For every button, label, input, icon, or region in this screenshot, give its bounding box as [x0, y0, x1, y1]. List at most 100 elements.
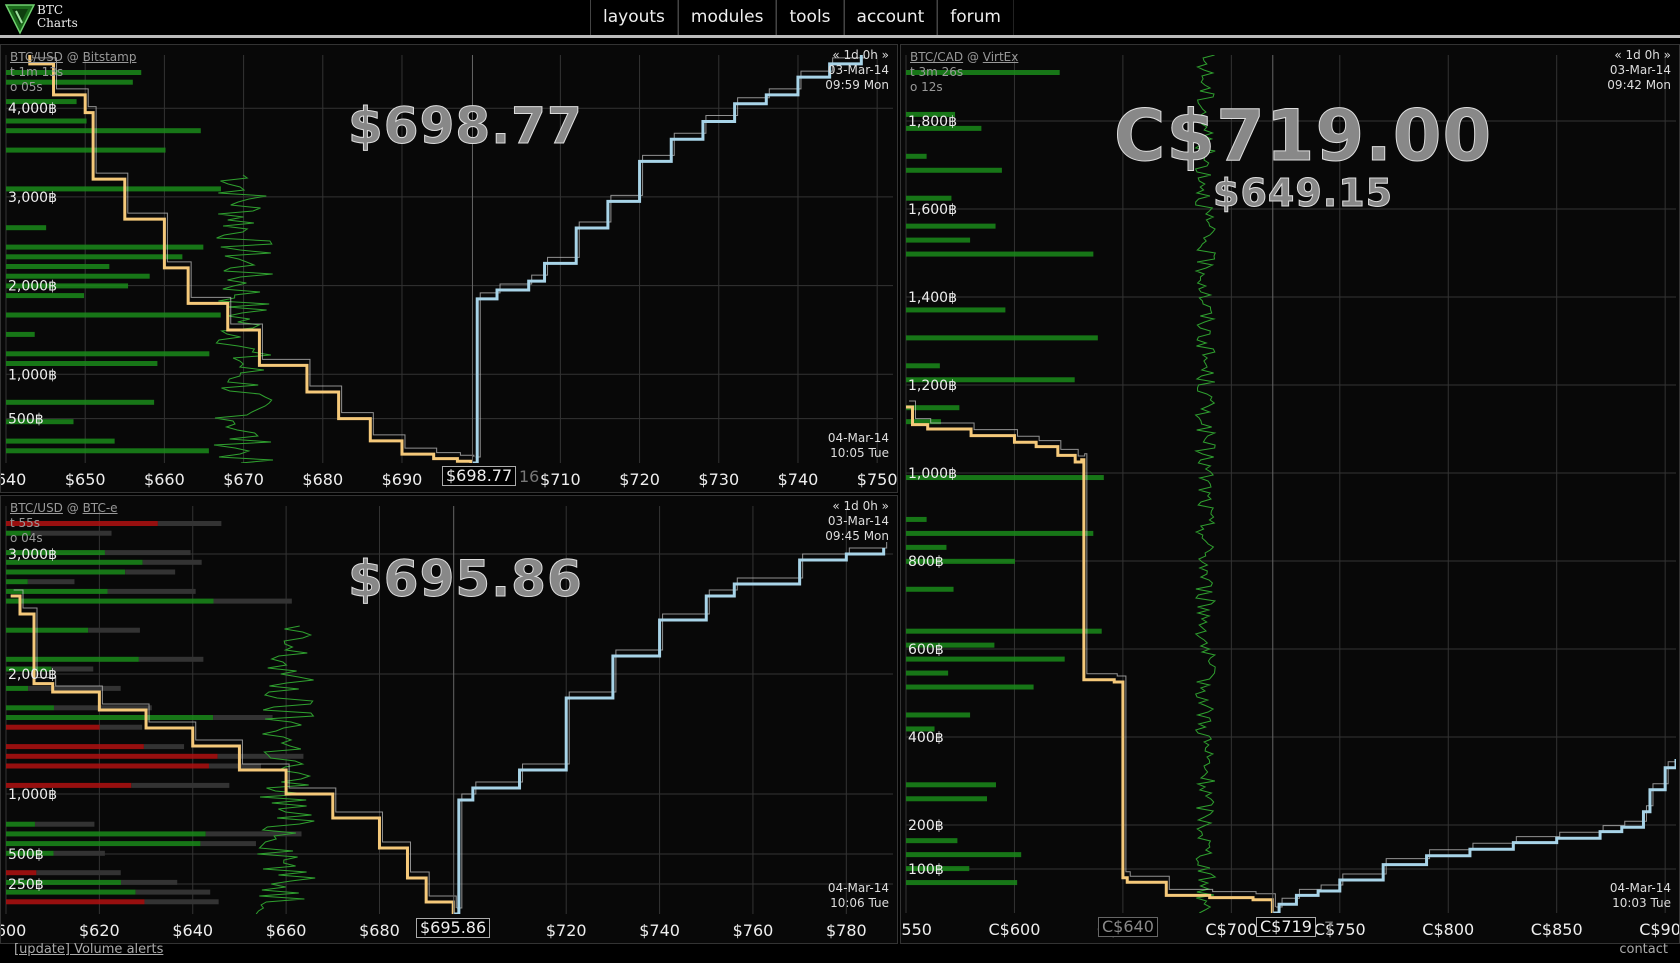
- y-tick-label: 250฿: [8, 877, 44, 893]
- volume-bar: [6, 782, 132, 788]
- y-tick-label: 500฿: [8, 412, 44, 428]
- depth-chart-bitstamp[interactable]: 500฿ 1,000฿ 2,000฿ 3,000฿ 4,000฿ $640 $650 $660…: [0, 44, 898, 493]
- bid-depth-line: [28, 55, 473, 463]
- volume-alerts-link[interactable]: [update] Volume alerts: [14, 942, 164, 957]
- volume-bar: [6, 821, 35, 827]
- volume-bar-ghost: [157, 521, 222, 526]
- volume-bar-ghost: [107, 588, 196, 594]
- x-tick-label: $690: [382, 470, 423, 489]
- range-selector[interactable]: « 1d 0h »: [832, 499, 889, 513]
- x-tick-label: $660: [266, 921, 307, 940]
- depth-chart-svg-btce[interactable]: 250฿ 500฿ 1,000฿ 2,000฿ 3,000฿ $600 $620 $640 $6…: [1, 496, 898, 944]
- pair-link[interactable]: BTC/USD: [10, 50, 63, 64]
- volume-bar: [6, 312, 221, 318]
- cursor-sub-label: 7: [1324, 918, 1335, 937]
- volume-bar: [6, 293, 85, 299]
- volume-bar-ghost: [213, 715, 273, 720]
- x-tick-label: $760: [733, 921, 774, 940]
- pair-link[interactable]: BTC/USD: [10, 501, 63, 515]
- volume-bar: [6, 763, 209, 769]
- nav-forum[interactable]: forum: [937, 0, 1014, 35]
- depth-ghost-line: [456, 542, 888, 909]
- last-price-usd: $649.15: [1212, 171, 1394, 216]
- market-info: BTC/CAD @ VirtEx t 3m 26s o 12s: [910, 50, 1018, 95]
- volume-bar: [6, 870, 37, 876]
- nav-tools[interactable]: tools: [776, 0, 844, 35]
- x-tick-label: C$750: [1314, 920, 1366, 939]
- x-tick-label: C$900: [1639, 920, 1680, 939]
- logo-text[interactable]: BTC Charts: [37, 4, 78, 30]
- volume-bar: [6, 879, 121, 885]
- range-selector[interactable]: « 1d 0h »: [1614, 48, 1671, 62]
- volume-bar-ghost: [53, 850, 105, 856]
- x-tick-label: C$700: [1205, 920, 1257, 939]
- volume-bar: [906, 307, 1006, 313]
- range-selector[interactable]: « 1d 0h »: [832, 48, 889, 62]
- volume-bar-ghost: [99, 724, 143, 730]
- volume-bar: [6, 666, 52, 672]
- volume-bar: [6, 559, 143, 565]
- volume-bar: [6, 283, 129, 289]
- volume-bar-ghost: [51, 666, 94, 672]
- volume-bar: [6, 438, 115, 444]
- y-tick-label: 1,400฿: [908, 290, 957, 306]
- x-tick-label: $720: [546, 921, 587, 940]
- contact-link[interactable]: contact: [1619, 942, 1668, 957]
- y-tick-label: 800฿: [908, 554, 944, 570]
- end-time: 10:03 Tue: [1612, 896, 1671, 910]
- x-tick-label: $730: [698, 470, 739, 489]
- start-time: 09:59 Mon: [825, 78, 889, 92]
- nav-account[interactable]: account: [843, 0, 938, 35]
- volume-bar-ghost: [131, 782, 230, 788]
- y-tick-label: 1,800฿: [908, 114, 957, 130]
- btc-charts-logo-icon[interactable]: [4, 3, 36, 35]
- volume-bar: [6, 715, 214, 720]
- main-nav: layouts modules tools account forum: [590, 0, 1014, 35]
- volume-bar: [6, 889, 136, 895]
- x-tick-label: $620: [79, 921, 120, 940]
- logo-text-line1: BTC: [37, 3, 64, 17]
- volume-bar: [6, 588, 108, 594]
- volume-bar-ghost: [138, 656, 204, 662]
- depth-chart-btce[interactable]: 250฿ 500฿ 1,000฿ 2,000฿ 3,000฿ $600 $620 $640 $6…: [0, 495, 898, 944]
- at-sign: @: [66, 50, 79, 64]
- volume-bar: [906, 70, 1060, 75]
- nav-layouts[interactable]: layouts: [590, 0, 678, 35]
- volume-bar: [906, 866, 970, 872]
- x-tick-label: C$850: [1531, 920, 1583, 939]
- range-end: 04-Mar-14 10:06 Tue: [828, 881, 889, 911]
- volume-bar-ghost: [27, 579, 75, 585]
- plot-area: [906, 55, 1676, 913]
- volume-bar-ghost: [34, 821, 95, 827]
- volume-bar-ghost: [135, 889, 211, 895]
- pair-link[interactable]: BTC/CAD: [910, 50, 964, 64]
- bid-depth-line: [10, 594, 455, 914]
- volume-bar: [906, 852, 1022, 858]
- trade-age: t 55s: [10, 516, 41, 530]
- volume-bar: [6, 351, 210, 357]
- volume-bar-ghost: [200, 841, 256, 847]
- volume-bar-ghost: [217, 753, 304, 759]
- volume-bar: [906, 335, 1098, 341]
- last-price: $695.86: [348, 550, 583, 609]
- exchange-link[interactable]: BTC-e: [82, 501, 118, 515]
- volume-bar-ghost: [125, 569, 176, 575]
- volume-bar-ghost: [213, 598, 292, 604]
- volume-bar: [6, 656, 139, 662]
- ask-depth-line: [472, 55, 863, 463]
- volume-bar: [6, 186, 221, 192]
- depth-chart-virtex[interactable]: 100฿ 200฿ 400฿ 600฿ 800฿ 1,000฿ 1,200฿ 1,400฿ 1,…: [900, 44, 1680, 944]
- volume-bar: [906, 558, 1015, 564]
- x-tick-label: $640: [1, 470, 26, 489]
- volume-bar-ghost: [104, 550, 191, 556]
- depth-chart-svg-bitstamp[interactable]: 500฿ 1,000฿ 2,000฿ 3,000฿ 4,000฿ $640 $650 $660…: [1, 45, 898, 493]
- nav-modules[interactable]: modules: [677, 0, 777, 35]
- exchange-link[interactable]: Bitstamp: [82, 50, 137, 64]
- end-time: 10:05 Tue: [830, 446, 889, 460]
- exchange-link[interactable]: VirtEx: [982, 50, 1019, 64]
- volume-bar: [6, 399, 155, 405]
- plot-area: [6, 55, 865, 463]
- depth-chart-svg-virtex[interactable]: 100฿ 200฿ 400฿ 600฿ 800฿ 1,000฿ 1,200฿ 1,400฿ 1,…: [901, 45, 1680, 944]
- volume-bar-ghost: [142, 559, 202, 565]
- plot-area: [6, 521, 888, 914]
